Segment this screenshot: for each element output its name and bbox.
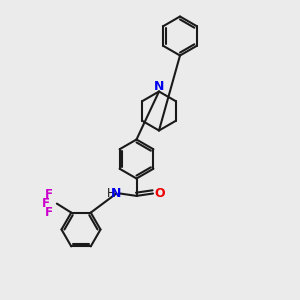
Text: N: N [154, 80, 164, 93]
Text: O: O [154, 187, 165, 200]
Text: H: H [107, 187, 116, 200]
Text: F: F [45, 206, 53, 219]
Text: F: F [42, 197, 50, 210]
Text: N: N [111, 187, 122, 200]
Text: F: F [45, 188, 53, 201]
